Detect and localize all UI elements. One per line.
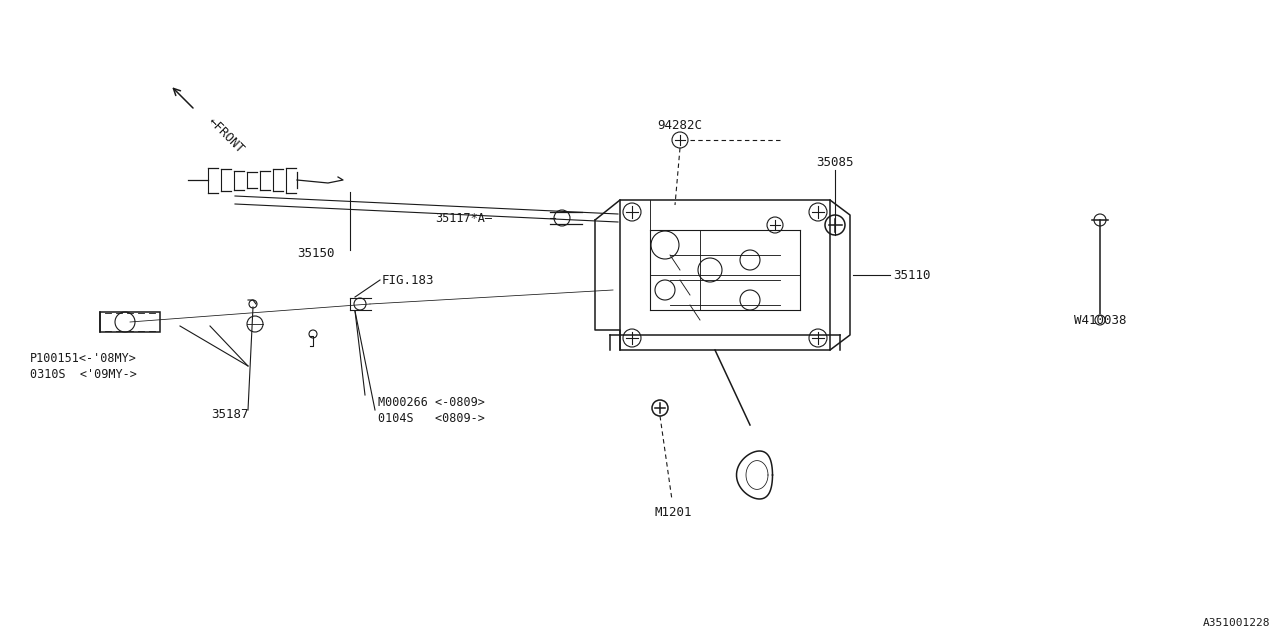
- Text: M000266 <-0809>: M000266 <-0809>: [378, 396, 485, 408]
- Text: FIG.183: FIG.183: [381, 273, 434, 287]
- Text: 35110: 35110: [893, 269, 931, 282]
- Text: 0310S  <'09MY->: 0310S <'09MY->: [29, 367, 137, 381]
- Text: M1201: M1201: [654, 506, 691, 518]
- Text: P100151<-'08MY>: P100151<-'08MY>: [29, 351, 137, 365]
- Text: 35085: 35085: [817, 156, 854, 168]
- Circle shape: [1094, 315, 1105, 325]
- Text: A351001228: A351001228: [1202, 618, 1270, 628]
- Text: 0104S   <0809->: 0104S <0809->: [378, 412, 485, 424]
- Text: W410038: W410038: [1074, 314, 1126, 326]
- Text: 35117*A—: 35117*A—: [435, 211, 492, 225]
- Polygon shape: [100, 312, 160, 332]
- Text: 35187: 35187: [211, 408, 248, 422]
- Text: 35150: 35150: [297, 246, 335, 259]
- Text: 94282C: 94282C: [658, 118, 703, 131]
- Text: ←FRONT: ←FRONT: [205, 115, 246, 156]
